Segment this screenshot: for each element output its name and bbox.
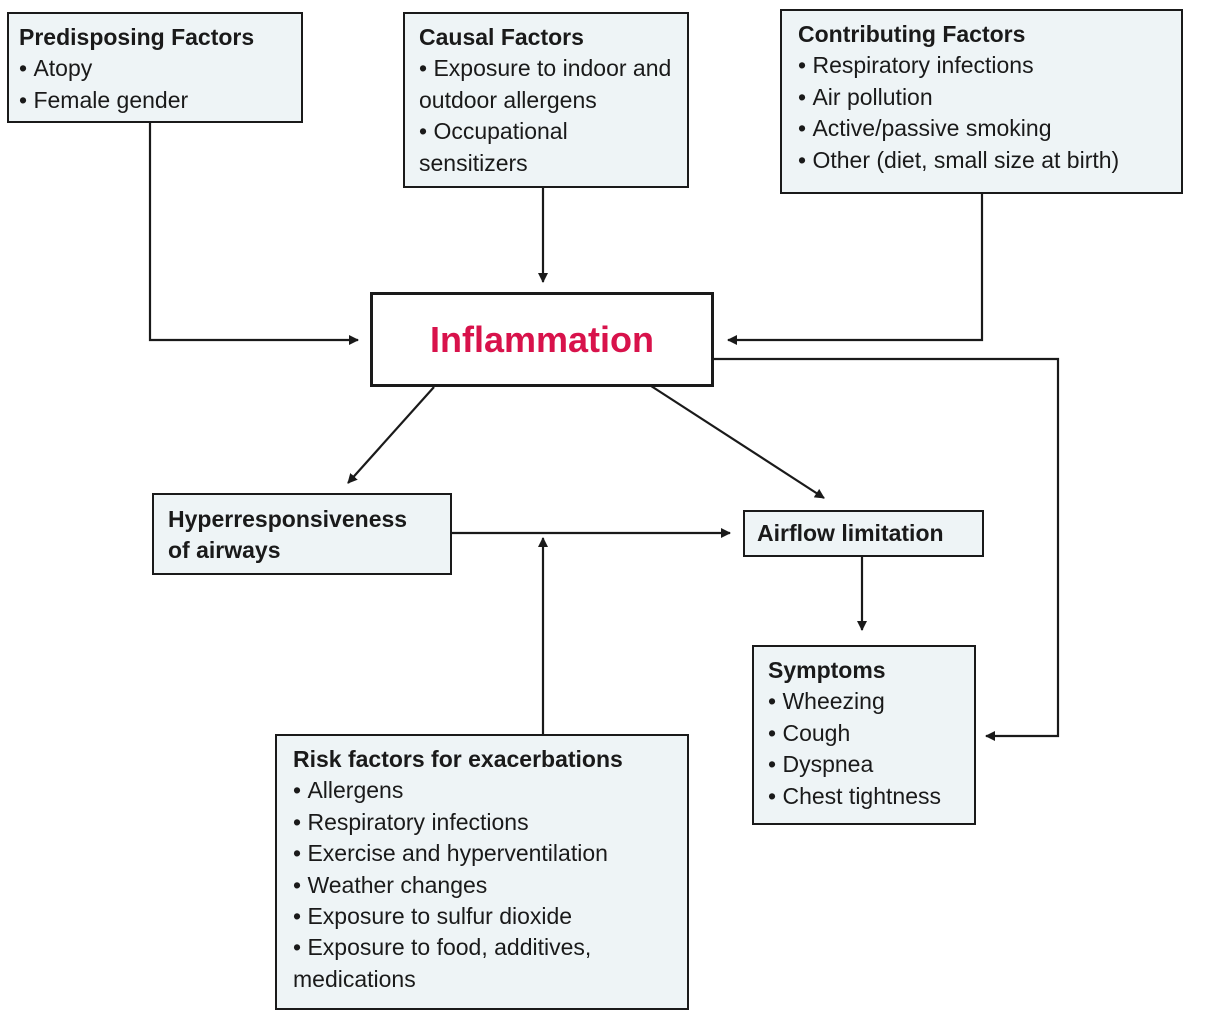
- risk-item: Respiratory infections: [293, 807, 677, 838]
- risk-factors-box: Risk factors for exacerbations Allergens…: [275, 734, 689, 1010]
- contributing-item: Respiratory infections: [798, 50, 1171, 81]
- arrow-inflammation-to-airflow: [647, 383, 825, 499]
- risk-item: Exposure to food, additives, medications: [293, 932, 677, 995]
- symptom-item: Dyspnea: [768, 749, 964, 780]
- predisposing-factors-title: Predisposing Factors: [19, 24, 255, 50]
- hyperresponsiveness-title-line2: of airways: [168, 537, 281, 564]
- risk-item: Exposure to sulfur dioxide: [293, 901, 677, 932]
- hyperresponsiveness-title-line1: Hyperresponsiveness: [168, 506, 408, 532]
- arrow-inflammation-to-symptoms: [714, 357, 1060, 741]
- contributing-item: Air pollution: [798, 82, 1171, 113]
- inflammation-title: Inflammation: [429, 318, 654, 360]
- causal-factors-title: Causal Factors: [419, 24, 584, 50]
- arrow-predisposing-to-inflammation: [148, 123, 359, 345]
- symptom-item: Chest tightness: [768, 781, 964, 812]
- symptom-item: Wheezing: [768, 686, 964, 717]
- risk-factors-title: Risk factors for exacerbations: [293, 746, 623, 772]
- causal-factors-box: Causal Factors Exposure to indoor and ou…: [403, 12, 689, 188]
- contributing-item: Other (diet, small size at birth): [798, 145, 1171, 176]
- predisposing-item: Atopy: [19, 53, 291, 84]
- arrow-inflammation-to-hyper: [347, 386, 435, 484]
- symptoms-box: Symptoms Wheezing Cough Dyspnea Chest ti…: [752, 645, 976, 825]
- airflow-limitation-box: Airflow limitation: [743, 510, 984, 557]
- hyperresponsiveness-box: Hyperresponsiveness of airways: [152, 493, 452, 575]
- airflow-limitation-title: Airflow limitation: [757, 520, 944, 546]
- causal-item: Occupational sensitizers: [419, 116, 677, 179]
- risk-item: Allergens: [293, 775, 677, 806]
- contributing-factors-box: Contributing Factors Respiratory infecti…: [780, 9, 1183, 194]
- predisposing-factors-box: Predisposing Factors Atopy Female gender: [7, 12, 303, 123]
- contributing-factors-title: Contributing Factors: [798, 21, 1026, 47]
- arrow-contributing-to-inflammation: [727, 194, 984, 345]
- risk-item: Weather changes: [293, 870, 677, 901]
- causal-item: Exposure to indoor and outdoor allergens: [419, 53, 677, 116]
- symptom-item: Cough: [768, 718, 964, 749]
- contributing-item: Active/passive smoking: [798, 113, 1171, 144]
- risk-item: Exercise and hyperventilation: [293, 838, 677, 869]
- predisposing-item: Female gender: [19, 85, 291, 116]
- inflammation-box: Inflammation: [370, 292, 714, 387]
- symptoms-title: Symptoms: [768, 657, 886, 683]
